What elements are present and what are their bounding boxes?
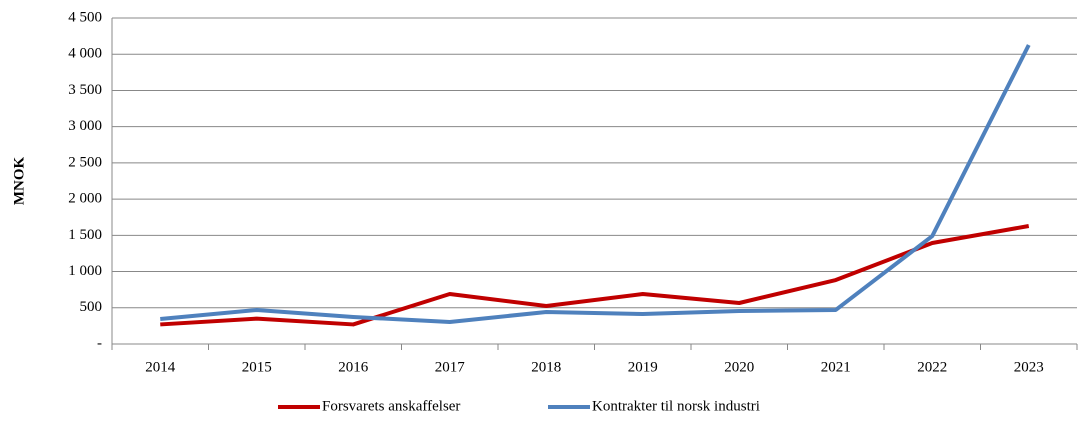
y-axis-label: MNOK bbox=[11, 157, 27, 206]
y-tick-label: 1 500 bbox=[68, 227, 102, 243]
x-tick-label: 2019 bbox=[628, 359, 658, 375]
y-tick-label: 1 000 bbox=[68, 263, 102, 279]
y-tick-label: 4 000 bbox=[68, 46, 102, 62]
x-tick-label: 2022 bbox=[917, 359, 947, 375]
y-tick-label: 2 500 bbox=[68, 154, 102, 170]
x-tick-label: 2016 bbox=[338, 359, 369, 375]
y-tick-label: 2 000 bbox=[68, 191, 102, 207]
x-tick-label: 2017 bbox=[435, 359, 466, 375]
y-tick-label: 3 500 bbox=[68, 82, 102, 98]
x-tick-label: 2023 bbox=[1014, 359, 1044, 375]
y-tick-label: 4 500 bbox=[68, 9, 102, 25]
x-tick-label: 2020 bbox=[724, 359, 754, 375]
data-line bbox=[160, 224, 1030, 327]
data-line bbox=[160, 44, 1031, 324]
legend-label: Forsvarets anskaffelser bbox=[322, 398, 460, 414]
x-tick-label: 2018 bbox=[531, 359, 561, 375]
y-tick-label: 3 000 bbox=[68, 118, 102, 134]
legend-label: Kontrakter til norsk industri bbox=[592, 398, 760, 414]
y-tick-label: 500 bbox=[80, 299, 103, 315]
y-tick-label: - bbox=[97, 335, 102, 351]
x-tick-label: 2014 bbox=[145, 359, 176, 375]
x-tick-label: 2015 bbox=[242, 359, 272, 375]
x-tick-label: 2021 bbox=[821, 359, 851, 375]
